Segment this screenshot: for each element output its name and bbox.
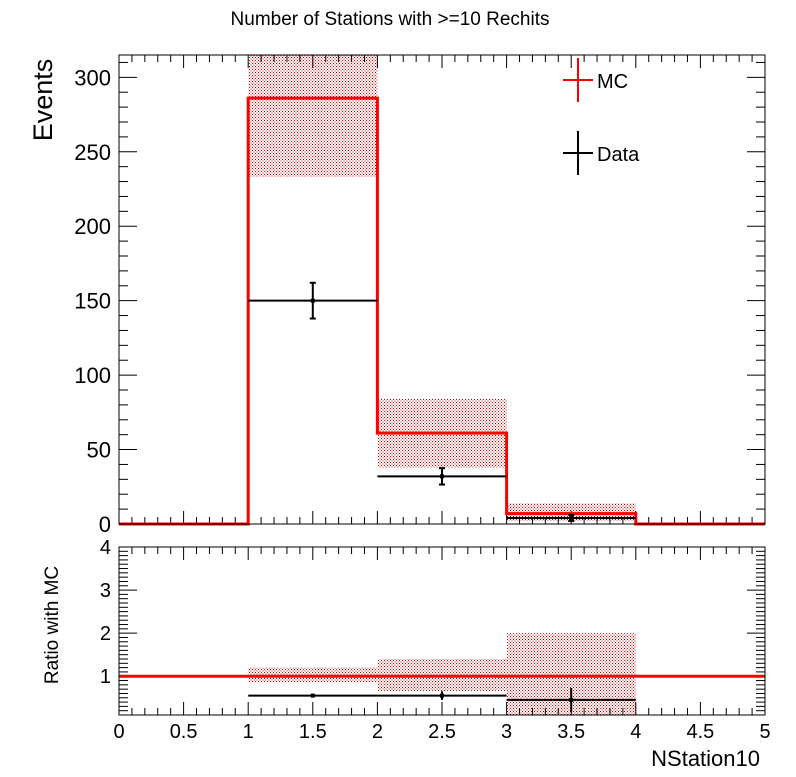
ratio-y-axis-label: Ratio with MC	[42, 566, 63, 684]
y-tick-label-5: 250	[74, 140, 111, 165]
y-tick-label-0: 0	[99, 512, 111, 537]
y-axis-label: Events	[28, 59, 58, 142]
ratio-point-bin-1	[310, 693, 315, 698]
y-tick-label-6: 300	[74, 65, 111, 90]
data-points	[248, 281, 636, 523]
mc-band-bin-1	[248, 55, 378, 178]
axis-ticks	[118, 55, 766, 716]
ratio-point-bin-3	[569, 697, 574, 702]
x-tick-label-2: 1	[243, 721, 254, 743]
x-tick-label-7: 3.5	[557, 721, 585, 743]
data-point-bin-2	[440, 474, 444, 479]
ratio-plot-frame	[118, 546, 766, 716]
y-tick-label-4: 200	[74, 214, 111, 239]
x-tick-label-3: 1.5	[299, 721, 327, 743]
x-axis-label: NStation10	[651, 746, 760, 771]
y-tick-label-1: 50	[87, 438, 111, 463]
x-tick-label-6: 3	[501, 721, 512, 743]
ratio-y-tick-label-1: 2	[100, 623, 111, 645]
ratio-y-tick-label-0: 1	[100, 666, 111, 688]
x-tick-label-9: 4.5	[686, 721, 714, 743]
ratio-y-tick-label-2: 3	[100, 580, 111, 602]
x-tick-label-10: 5	[759, 721, 770, 743]
data-point-bin-3	[569, 516, 574, 521]
x-tick-label-0: 0	[113, 721, 124, 743]
y-tick-label-2: 100	[74, 363, 111, 388]
x-tick-label-8: 4	[630, 721, 641, 743]
x-tick-label-1: 0.5	[170, 721, 198, 743]
ratio-y-tick-label-3: 4	[100, 537, 111, 559]
data-point-bin-1	[310, 298, 315, 303]
main-plot-frame	[118, 54, 766, 525]
legend-data-label: Data	[597, 144, 640, 166]
chart-title: Number of Stations with >=10 Rechits	[231, 9, 550, 30]
x-tick-label-5: 2.5	[428, 721, 456, 743]
y-tick-label-3: 150	[74, 289, 111, 314]
ratio-point-bin-2	[440, 693, 444, 698]
legend: MC Data	[563, 58, 640, 175]
x-tick-label-4: 2	[372, 721, 383, 743]
legend-mc-label: MC	[597, 71, 628, 93]
ratio-panel	[119, 674, 765, 712]
